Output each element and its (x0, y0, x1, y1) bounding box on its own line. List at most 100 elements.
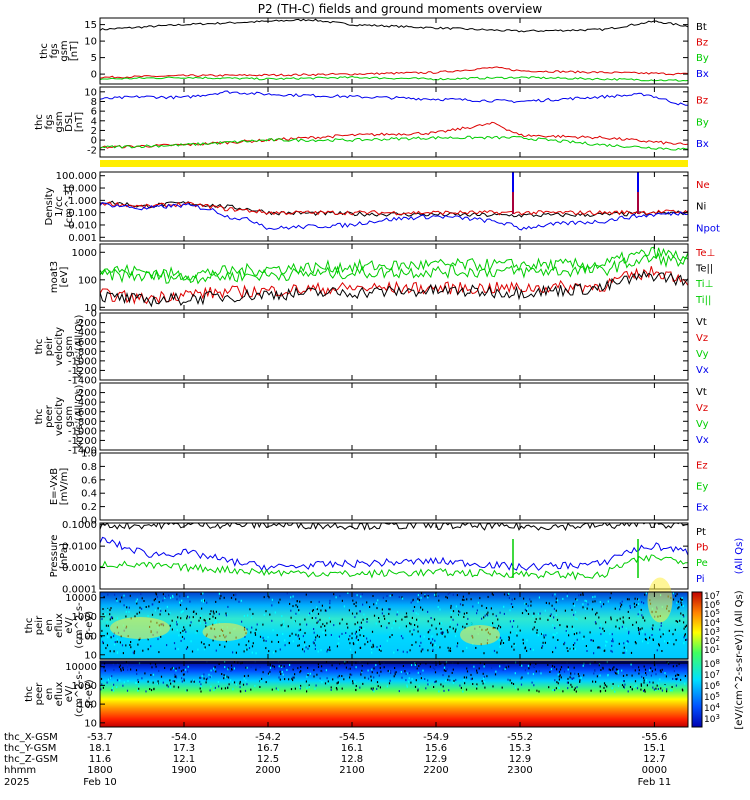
y-tick-label: -1400 (68, 446, 97, 457)
y-tick-label: 1000 (72, 681, 97, 692)
spectrogram-speckle (100, 592, 688, 655)
panel-frame (99, 17, 689, 85)
legend-entry: Pi (696, 574, 705, 585)
panel-frame (99, 86, 689, 158)
time-axis-date-start: Feb 10 (83, 777, 117, 788)
legend-entry: Bt (696, 22, 707, 33)
time-axis-value: 15.1 (643, 743, 665, 754)
time-axis-value: 1900 (171, 765, 196, 776)
time-axis-value: 2000 (255, 765, 280, 776)
y-tick-label: -1200 (68, 366, 97, 377)
panel-frame (99, 522, 689, 590)
y-tick-label: 1.0 (81, 449, 97, 460)
time-axis-value: -54.2 (255, 732, 281, 743)
y-tick-label: 100.000 (56, 171, 97, 182)
y-axis-label: thc (24, 618, 35, 634)
y-axis-label: gsm (64, 336, 75, 357)
series-line-te (100, 270, 688, 308)
y-axis-label: [nPa] (59, 543, 70, 569)
y-axis-label: eV/ (64, 685, 75, 702)
y-tick-label: -600 (74, 337, 97, 348)
y-tick-label: 0.4 (81, 489, 97, 500)
legend-entry: Ti|| (695, 295, 711, 306)
y-tick-label: -2 (87, 145, 97, 156)
panel-temperature: 1000 100 10 moat3 [eV] Te⊥ Te|| Ti⊥ Ti|| (49, 243, 715, 314)
y-axis-label: km/s (All Qs) (74, 385, 85, 449)
spectrogram-patch (647, 577, 673, 623)
time-axis-row-label: thc_Z-GSM (4, 754, 58, 765)
y-axis-label: (cm^2-s- (74, 602, 85, 649)
time-axis-value: 2200 (423, 765, 448, 776)
legend-entry: By (696, 53, 709, 64)
y-tick-label: 10 (84, 37, 97, 48)
time-axis-value: 12.7 (643, 754, 665, 765)
y-tick-label: 10 (84, 650, 97, 661)
spectrogram-patch (460, 625, 500, 645)
y-tick-label: -400 (74, 328, 97, 339)
time-axis-row-label: thc_Y-GSM (4, 743, 56, 754)
series-line-by (100, 135, 688, 151)
side-label: (All Qs) (734, 538, 745, 575)
legend-entry: Ex (696, 503, 708, 514)
y-axis-label: Pressure (49, 535, 60, 578)
y-tick-label: 0 (91, 70, 97, 81)
y-axis-label: thc (34, 339, 45, 355)
legend-entry: Pb (696, 543, 708, 554)
y-axis-label: peir (34, 615, 45, 635)
spectrogram-fill (100, 661, 688, 727)
y-axis-label: eflux (54, 682, 65, 707)
y-axis-label: E=-VxB (49, 468, 60, 505)
panel-frame (99, 591, 689, 660)
legend-entry: Vx (696, 365, 709, 376)
spectrogram-fill (100, 592, 688, 659)
y-tick-label: 0.2 (81, 502, 97, 513)
y-axis-label: DSL (64, 112, 75, 132)
y-tick-label: 10 (84, 303, 97, 314)
y-tick-label: 8 (91, 97, 97, 108)
y-axis-label: km/s (All Qs) (74, 315, 85, 379)
series-group (100, 246, 688, 308)
legend-entry: Bz (696, 95, 708, 106)
y-axis-label: en (44, 619, 55, 632)
time-axis-value: 16.7 (257, 743, 279, 754)
y-axis-label: eV/ (64, 617, 75, 634)
y-tick-label: 1000 (72, 248, 97, 259)
series-line-ti (100, 246, 688, 281)
series-group (100, 90, 688, 151)
y-axis-label: velocity (54, 397, 65, 436)
y-tick-label: -200 (74, 388, 97, 399)
y-tick-label: 10 (84, 718, 97, 729)
y-tick-label: -400 (74, 398, 97, 409)
legend-entry: Vt (696, 387, 707, 398)
time-axis-value: 0000 (642, 765, 667, 776)
time-axis-year: 2025 (4, 777, 29, 788)
panel-frame (99, 171, 689, 242)
series-line-bx (100, 90, 688, 106)
legend-entry: Ey (696, 482, 708, 493)
time-axis-value: 16.1 (341, 743, 363, 754)
y-tick-label: -1000 (68, 356, 97, 367)
series-line-bz (100, 121, 688, 150)
time-axis-value: 17.3 (173, 743, 195, 754)
panel-peer_spectrogram: 10000 1000 100 10 thc peer en eflux eV/(cm^2-s-s… (24, 660, 689, 729)
figure-title: P2 (TH-C) fields and ground moments over… (258, 2, 543, 16)
legend-entry: Vt (696, 317, 707, 328)
series-line-ne (100, 201, 688, 216)
y-tick-label: 15 (84, 20, 97, 31)
y-axis-label: [cm^-3] (64, 186, 75, 227)
legend-entry: Vz (696, 403, 708, 414)
y-axis-label: [mV/m] (59, 468, 70, 506)
y-tick-label: 0 (91, 309, 97, 320)
y-tick-label: 10000 (65, 593, 97, 604)
legend-entry: Ne (696, 180, 710, 191)
time-axis-value: 15.3 (509, 743, 531, 754)
y-tick-label: -1200 (68, 436, 97, 447)
y-tick-label: -800 (74, 417, 97, 428)
panel-frame (99, 243, 689, 311)
y-tick-label: 10 (84, 87, 97, 98)
y-axis-label: moat3 (49, 261, 60, 293)
series-line-bz (100, 66, 688, 79)
